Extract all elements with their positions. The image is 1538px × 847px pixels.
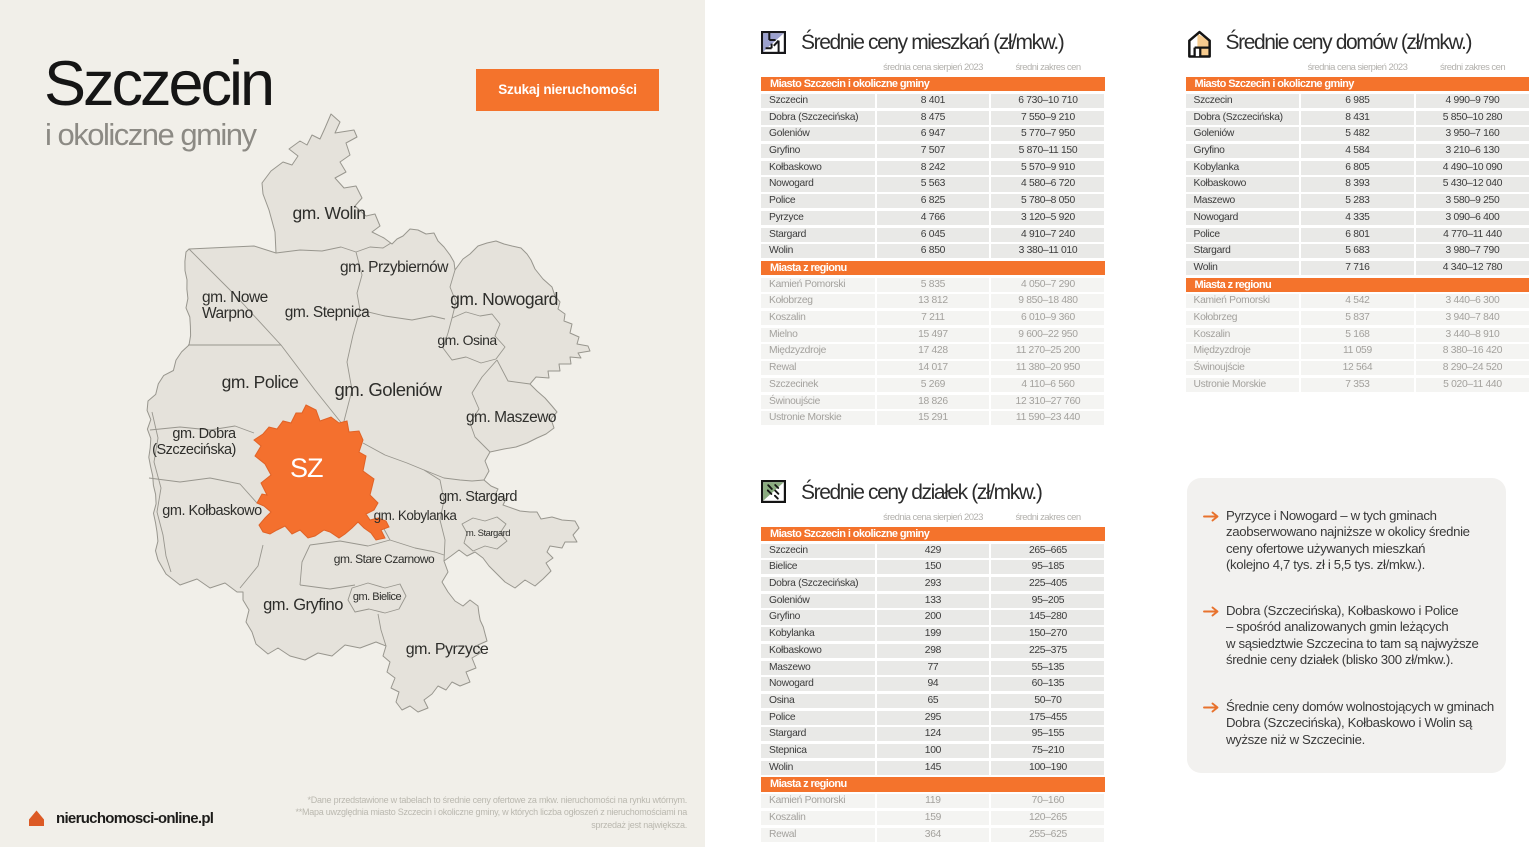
svg-text:gm. Police: gm. Police [222, 372, 299, 392]
svg-text:gm. Osina: gm. Osina [437, 332, 497, 348]
svg-text:gm. Goleniów: gm. Goleniów [334, 379, 442, 400]
svg-text:gm. Bielice: gm. Bielice [353, 591, 402, 603]
svg-text:gm. Stepnica: gm. Stepnica [285, 304, 370, 321]
svg-text:gm. Maszewo: gm. Maszewo [466, 409, 556, 426]
svg-text:gm. Dobra: gm. Dobra [172, 426, 237, 442]
svg-text:gm. Nowe: gm. Nowe [202, 289, 268, 306]
svg-text:m. Stargard: m. Stargard [466, 528, 510, 539]
svg-text:gm. Wolin: gm. Wolin [293, 203, 366, 223]
svg-text:gm. Kołbaskowo: gm. Kołbaskowo [162, 503, 262, 519]
svg-text:gm. Kobylanka: gm. Kobylanka [374, 508, 458, 523]
svg-text:Warpno: Warpno [202, 305, 253, 322]
svg-text:gm. Przybiernów: gm. Przybiernów [340, 259, 449, 276]
svg-text:SZ: SZ [290, 453, 323, 483]
svg-text:gm. Nowogard: gm. Nowogard [450, 289, 558, 309]
svg-text:gm. Gryfino: gm. Gryfino [263, 596, 343, 614]
svg-text:gm. Stare Czarnowo: gm. Stare Czarnowo [334, 552, 435, 566]
svg-text:gm. Pyrzyce: gm. Pyrzyce [406, 641, 489, 658]
svg-text:(Szczecińska): (Szczecińska) [152, 442, 236, 458]
svg-text:gm. Stargard: gm. Stargard [439, 489, 517, 505]
